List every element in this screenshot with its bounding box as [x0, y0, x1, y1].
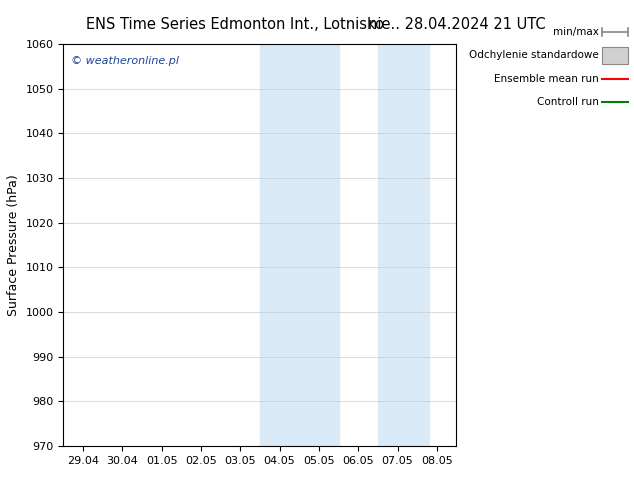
Text: ENS Time Series Edmonton Int., Lotnisko: ENS Time Series Edmonton Int., Lotnisko	[86, 17, 384, 32]
Y-axis label: Surface Pressure (hPa): Surface Pressure (hPa)	[7, 174, 20, 316]
Bar	[378, 44, 429, 446]
Text: Odchylenie standardowe: Odchylenie standardowe	[469, 50, 599, 60]
Text: nie.. 28.04.2024 21 UTC: nie.. 28.04.2024 21 UTC	[368, 17, 545, 32]
Text: © weatheronline.pl: © weatheronline.pl	[71, 56, 179, 66]
Text: Controll run: Controll run	[537, 98, 599, 107]
Text: Ensemble mean run: Ensemble mean run	[495, 74, 599, 84]
Text: min/max: min/max	[553, 27, 599, 37]
Bar	[260, 44, 339, 446]
